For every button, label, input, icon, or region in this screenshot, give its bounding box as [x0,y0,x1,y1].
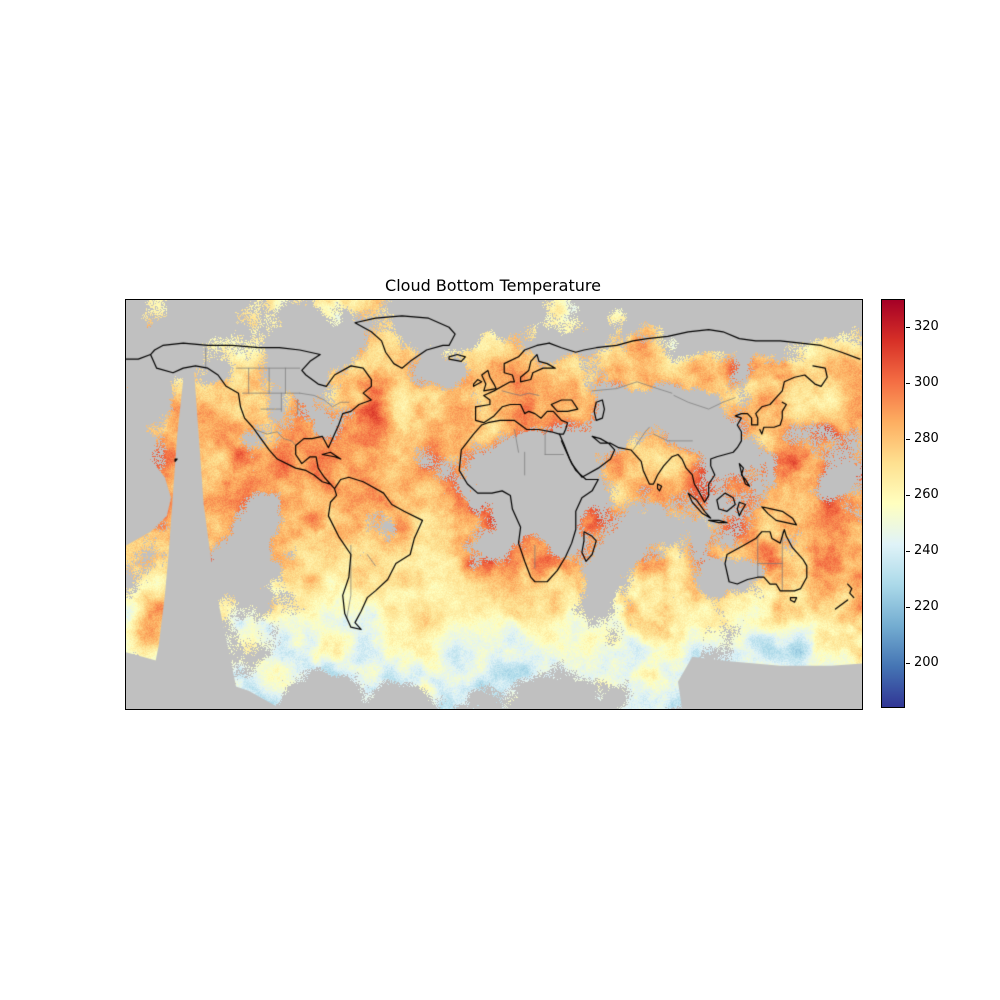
colorbar-tick-label: 280 [914,431,939,447]
colorbar [881,299,905,708]
colorbar-tick-mark [906,494,910,496]
colorbar-tick-mark [906,438,910,440]
colorbar-tick-mark [906,326,910,328]
colorbar-ticks: 200 220 240 260 280 300 320 [881,299,971,708]
colorbar-tick-mark [906,662,910,664]
colorbar-tick-mark [906,550,910,552]
colorbar-tick-label: 240 [914,543,939,559]
colorbar-tick-mark [906,382,910,384]
colorbar-tick-label: 320 [914,319,939,334]
colorbar-tick-label: 200 [914,655,939,671]
plot-title: Cloud Bottom Temperature [385,276,601,295]
colorbar-tick-label: 300 [914,375,939,391]
colorbar-tick-label: 220 [914,599,939,615]
map-canvas [125,299,863,710]
colorbar-gradient [882,300,904,707]
colorbar-tick-label: 260 [914,487,939,503]
colorbar-tick-mark [906,606,910,608]
